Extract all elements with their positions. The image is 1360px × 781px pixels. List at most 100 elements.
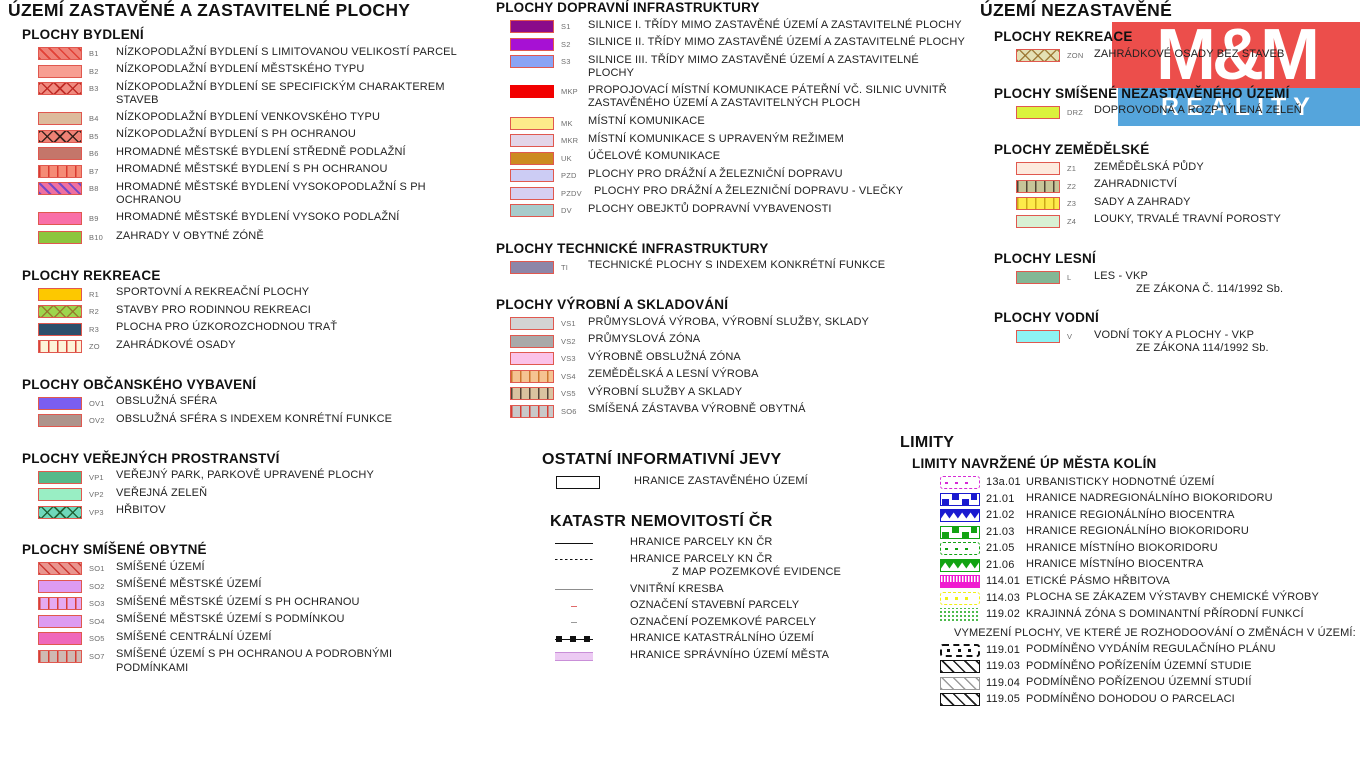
legend-row-b1[interactable]: B1 NÍZKOPODLAŽNÍ BYDLENÍ S LIMITOVANOU V… [38, 46, 488, 60]
legend-row-drz[interactable]: DRZ DOPROVODNÁ A ROZPTÝLENÁ ZELEŇ [1016, 104, 1360, 119]
legend-row-11904[interactable]: 119.04 PODMÍNĚNO POŘÍZENOU ÚZEMNÍ STUDIÍ [940, 676, 1360, 690]
legend-row-b10[interactable]: B10 ZAHRADY V OBYTNÉ ZÓNĚ [38, 230, 488, 244]
code-s3: S3 [561, 57, 571, 66]
code-vs5: VS5 [561, 389, 576, 398]
legend-row-z3[interactable]: Z3 SADY A ZAHRADY [1016, 196, 1360, 210]
legend-row-b2[interactable]: B2 NÍZKOPODLAŽNÍ BYDLENÍ MĚSTSKÉHO TYPU [38, 63, 488, 78]
heading-plochy-vyrobni-a-skladovani: PLOCHY VÝROBNÍ A SKLADOVÁNÍ [496, 297, 729, 312]
group-rekreace: R1 SPORTOVNÍ A REKREAČNÍ PLOCHY R2 STAVB… [8, 286, 488, 353]
swatch-so4 [38, 614, 82, 628]
swatch-ov1 [38, 396, 82, 410]
swatch-vs4 [510, 369, 554, 383]
legend-row-so4[interactable]: SO4 SMÍŠENÉ MĚSTSKÉ ÚZEMÍ S PODMÍNKOU [38, 613, 488, 628]
legend-row-11401[interactable]: 114.01 ETICKÉ PÁSMO HŘBITOVA [940, 575, 1360, 588]
legend-row-z4[interactable]: Z4 LOUKY, TRVALÉ TRAVNÍ POROSTY [1016, 213, 1360, 228]
legend-row-so1[interactable]: SO1 SMÍŠENÉ ÚZEMÍ [38, 561, 488, 575]
code-les: L [1067, 273, 1072, 282]
legend-row-z1[interactable]: Z1 ZEMĚDĚLSKÁ PŮDY [1016, 161, 1360, 175]
swatch-so3 [38, 597, 82, 610]
legend-row-ov1[interactable]: OV1 OBSLUŽNÁ SFÉRA [38, 395, 488, 410]
legend-row-11901[interactable]: 119.01 PODMÍNĚNO VYDÁNÍM REGULAČNÍHO PLÁ… [940, 643, 1360, 657]
legend-row-parcely-kn[interactable]: HRANICE PARCELY KN ČR [552, 536, 966, 550]
legend-row-ov2[interactable]: OV2 OBSLUŽNÁ SFÉRA S INDEXEM KONRÉTNÍ FU… [38, 413, 488, 427]
legend-row-so3[interactable]: SO3 SMÍŠENÉ MĚSTSKÉ ÚZEMÍ S PH OCHRANOU [38, 596, 488, 610]
symbol-solid-line-icon [552, 537, 596, 550]
legend-row-so5[interactable]: SO5 SMÍŠENÉ CENTRÁLNÍ ÚZEMÍ [38, 631, 488, 645]
legend-row-s3[interactable]: S3 SILNICE III. TŘÍDY MIMO ZASTAVĚNÉ ÚZE… [510, 54, 966, 81]
legend-row-vs4[interactable]: VS4 ZEMĚDĚLSKÁ A LESNÍ VÝROBA [510, 368, 966, 383]
legend-row-11902[interactable]: 119.02 KRAJINNÁ ZÓNA S DOMINANTNÍ PŘÍROD… [940, 608, 1360, 621]
legend-row-b3[interactable]: B3 NÍZKOPODLAŽNÍ BYDLENÍ SE SPECIFICKÝM … [38, 81, 488, 108]
heading-plochy-rekreace: PLOCHY REKREACE [22, 267, 161, 283]
legend-row-zo[interactable]: ZO ZAHRÁDKOVÉ OSADY [38, 339, 488, 353]
legend-row-so2[interactable]: SO2 SMÍŠENÉ MĚSTSKÉ ÚZEMÍ [38, 578, 488, 593]
legend-row-11403[interactable]: 114.03 PLOCHA SE ZÁKAZEM VÝSTAVBY CHEMIC… [940, 591, 1360, 605]
legend-row-les[interactable]: L LES - VKP ZE ZÁKONA Č. 114/1992 Sb. [1016, 270, 1360, 297]
legend-row-hranice-zastaveneho[interactable]: HRANICE ZASTAVĚNÉHO ÚZEMÍ [556, 475, 966, 489]
legend-row-b6[interactable]: B6 HROMADNÉ MĚSTSKÉ BYDLENÍ STŘEDNĚ PODL… [38, 146, 488, 160]
legend-row-r2[interactable]: R2 STAVBY PRO RODINNOU REKREACI [38, 304, 488, 318]
legend-row-s2[interactable]: S2 SILNICE II. TŘÍDY MIMO ZASTAVĚNÉ ÚZEM… [510, 36, 966, 51]
code-mkp: MKP [561, 87, 578, 96]
legend-row-mkp[interactable]: MKP PROPOJOVACÍ MÍSTNÍ KOMUNIKACE PÁTEŘN… [510, 84, 966, 111]
legend-row-vp3[interactable]: VP3 HŘBITOV [38, 504, 488, 519]
legend-row-13a01[interactable]: 13a.01 URBANISTICKY HODNOTNÉ ÚZEMÍ [940, 476, 1360, 489]
legend-row-r3[interactable]: R3 PLOCHA PRO ÚZKOROZCHODNOU TRAŤ [38, 321, 488, 336]
legend-row-r1[interactable]: R1 SPORTOVNÍ A REKREAČNÍ PLOCHY [38, 286, 488, 301]
legend-row-pzdv[interactable]: PZDV PLOCHY PRO DRÁŽNÍ A ŽELEZNIČNÍ DOPR… [510, 185, 966, 200]
legend-row-b7[interactable]: B7 HROMADNÉ MĚSTSKÉ BYDLENÍ S PH OCHRANO… [38, 163, 488, 178]
legend-row-vs1[interactable]: VS1 PRŮMYSLOVÁ VÝROBA, VÝROBNÍ SLUŽBY, S… [510, 316, 966, 330]
legend-row-vp2[interactable]: VP2 VEŘEJNÁ ZELEŇ [38, 487, 488, 501]
legend-row-2106[interactable]: 21.06 HRANICE MÍSTNÍHO BIOCENTRA [940, 558, 1360, 572]
legend-row-b8[interactable]: B8 HROMADNÉ MĚSTSKÉ BYDLENÍ VYSOKOPODLAŽ… [38, 181, 488, 208]
code-2105: 21.05 [986, 542, 1015, 554]
legend-row-2103[interactable]: 21.03 HRANICE REGIONÁLNÍHO BIOKORIDORU [940, 525, 1360, 539]
legend-row-2102[interactable]: 21.02 HRANICE REGIONÁLNÍHO BIOCENTRA [940, 509, 1360, 522]
legend-row-b5[interactable]: B5 NÍZKOPODLAŽNÍ BYDLENÍ S PH OCHRANOU [38, 128, 488, 143]
swatch-s2 [510, 37, 554, 51]
column-built-up-areas: ÚZEMÍ ZASTAVĚNÉ A ZASTAVITELNÉ PLOCHY PL… [8, 0, 488, 679]
legend-row-pzd[interactable]: PZD PLOCHY PRO DRÁŽNÍ A ŽELEZNIČNÍ DOPRA… [510, 168, 966, 182]
legend-row-vs2[interactable]: VS2 PRŮMYSLOVÁ ZÓNA [510, 333, 966, 348]
legend-row-b9[interactable]: B9 HROMADNÉ MĚSTSKÉ BYDLENÍ VYSOKO PODLA… [38, 211, 488, 225]
legend-row-vnitrni-kresba[interactable]: VNITŘNÍ KRESBA [552, 583, 966, 596]
label-dv: PLOCHY OBEJKTŮ DOPRAVNÍ VYBAVENOSTI [588, 202, 832, 215]
swatch-s1 [510, 20, 554, 33]
legend-row-vs3[interactable]: VS3 VÝROBNĚ OBSLUŽNÁ ZÓNA [510, 351, 966, 365]
code-pzdv: PZDV [561, 188, 582, 198]
legend-row-11903[interactable]: 119.03 PODMÍNĚNO POŘÍZENÍM ÚZEMNÍ STUDIE [940, 660, 1360, 673]
code-ov1: OV1 [89, 398, 105, 408]
legend-row-uk[interactable]: UK ÚČELOVÉ KOMUNIKACE [510, 150, 966, 165]
legend-row-11905[interactable]: 119.05 PODMÍNĚNO DOHODOU O PARCELACI [940, 693, 1360, 706]
label-voda-line2: ZE ZÁKONA 114/1992 Sb. [1136, 342, 1269, 354]
legend-row-vp1[interactable]: VP1 VEŘEJNÝ PARK, PARKOVĚ UPRAVENÉ PLOCH… [38, 469, 488, 484]
legend-row-so6[interactable]: SO6 SMÍŠENÁ ZÁSTAVBA VÝROBNĚ OBYTNÁ [510, 403, 966, 418]
legend-row-vs5[interactable]: VS5 VÝROBNÍ SLUŽBY A SKLADY [510, 386, 966, 400]
label-stavebni-parcely: OZNAČENÍ STAVEBNÍ PARCELY [630, 599, 800, 611]
legend-row-parcely-kn-pe[interactable]: HRANICE PARCELY KN ČR Z MAP POZEMKOVÉ EV… [552, 553, 966, 580]
legend-row-so7[interactable]: SO7 SMÍŠENÉ ÚZEMÍ S PH OCHRANOU A PODROB… [38, 648, 488, 676]
legend-row-z2[interactable]: Z2 ZAHRADNICTVÍ [1016, 178, 1360, 193]
legend-row-ti[interactable]: TI TECHNICKÉ PLOCHY S INDEXEM KONKRÉTNÍ … [510, 259, 966, 274]
legend-row-b4[interactable]: B4 NÍZKOPODLAŽNÍ BYDLENÍ VENKOVSKÉHO TYP… [38, 111, 488, 125]
swatch-vp3 [38, 505, 82, 519]
legend-row-s1[interactable]: S1 SILNICE I. TŘÍDY MIMO ZASTAVĚNÉ ÚZEMÍ… [510, 19, 966, 33]
legend-row-dv[interactable]: DV PLOCHY OBEJKTŮ DOPRAVNÍ VYBAVENOSTI [510, 203, 966, 217]
legend-row-voda[interactable]: V VODNÍ TOKY A PLOCHY - VKP ZE ZÁKONA 11… [1016, 329, 1360, 356]
legend-row-stavebni-parcely[interactable]: OZNAČENÍ STAVEBNÍ PARCELY [552, 599, 966, 613]
legend-row-2101[interactable]: 21.01 HRANICE NADREGIONÁLNÍHO BIOKORIDOR… [940, 492, 1360, 506]
legend-row-zon[interactable]: ZON ZAHRÁDKOVÉ OSADY BEZ STAVEB [1016, 48, 1360, 62]
swatch-b10 [38, 231, 82, 244]
heading-plochy-vodni: PLOCHY VODNÍ [994, 310, 1099, 325]
label-r2: STAVBY PRO RODINNOU REKREACI [116, 303, 311, 316]
group-lesni: L LES - VKP ZE ZÁKONA Č. 114/1992 Sb. [980, 270, 1360, 297]
label-pozemkove-parcely: OZNAČENÍ POZEMKOVÉ PARCELY [630, 615, 817, 628]
swatch-vp1 [38, 470, 82, 484]
code-13a01: 13a.01 [986, 476, 1021, 488]
legend-row-pozemkove-parcely[interactable]: OZNAČENÍ POZEMKOVÉ PARCELY [552, 616, 966, 629]
legend-row-spravni-uzemi[interactable]: HRANICE SPRÁVNÍHO ÚZEMÍ MĚSTA [552, 649, 966, 662]
legend-row-mkr[interactable]: MKR MÍSTNÍ KOMUNIKACE S UPRAVENÝM REŽIME… [510, 133, 966, 147]
legend-row-mk[interactable]: MK MÍSTNÍ KOMUNIKACE [510, 115, 966, 130]
legend-row-katastralni-uzemi[interactable]: HRANICE KATASTRÁLNÍHO ÚZEMÍ [552, 632, 966, 646]
legend-row-2105[interactable]: 21.05 HRANICE MÍSTNÍHO BIOKORIDORU [940, 542, 1360, 555]
